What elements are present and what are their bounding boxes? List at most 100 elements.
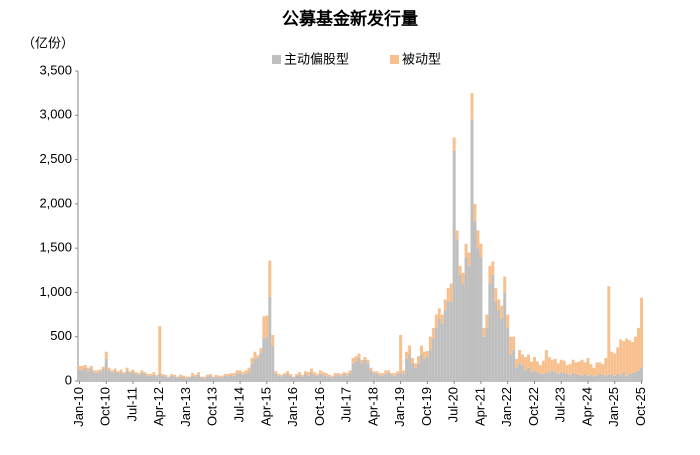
bar-segment [348,373,352,381]
bar-segment [247,367,251,373]
x-tick-label: Oct-25 [633,387,648,426]
bar-segment [357,353,361,358]
bar-segment [482,336,486,381]
bar-segment [170,373,174,376]
bar-segment [128,373,132,381]
bar-segment [568,374,572,381]
bar-segment [265,315,269,337]
bar-segment [179,374,183,377]
bar-segment [461,272,465,284]
bar-segment [265,336,269,381]
bar-segment [571,373,575,381]
bar-segment [173,376,177,381]
bar-segment [393,373,397,376]
bar-segment [366,359,370,364]
bar-segment [610,373,614,381]
bar-segment [83,367,87,381]
bar-segment [607,286,611,375]
bar-segment [152,372,156,375]
bar-segment [506,327,510,381]
bar-segment [289,373,293,376]
bar-segment [244,373,248,381]
bar-segment [116,373,120,381]
bar-segment [592,376,596,381]
bar-segment [521,365,525,381]
bar-segment [259,352,263,381]
bar-segment [188,377,191,381]
bar-segment [476,248,480,381]
bar-segment [146,375,150,381]
bar-segment [589,374,593,381]
bar-segment [414,363,417,368]
bar-segment [532,357,536,371]
bar-segment [616,347,620,374]
bar-segment [119,369,123,373]
bar-segment [399,334,403,373]
bar-segment [411,357,415,364]
bar-segment [378,373,382,375]
bar-segment [390,374,394,381]
bar-segment [607,374,611,381]
bar-segment [241,372,245,375]
bar-segment [179,376,183,381]
bar-segment [143,373,147,381]
bar-segment [342,372,346,374]
bar-segment [628,373,632,381]
bar-segment [354,361,358,381]
bar-segment [271,334,275,346]
bar-segment [384,370,388,374]
bar-segment [452,150,456,381]
bar-segment [461,283,465,381]
bar-segment [125,370,129,381]
bar-segment [324,375,328,381]
bar-segment [544,350,548,373]
bar-segment [226,376,230,381]
x-tick-label: Jul-11 [124,387,139,421]
bar-segment [146,373,150,376]
bar-segment [336,374,340,381]
bar-segment [473,203,477,222]
bar-segment [467,252,471,266]
y-tick-label: 500 [50,328,72,343]
bar-segment [107,367,111,371]
bar-segment [113,371,117,381]
bar-segment [205,374,209,377]
bar-segment [449,283,453,302]
bar-segment [89,365,93,369]
bar-segment [417,363,420,381]
bar-segment [372,373,376,381]
x-tick-label: Jul-23 [553,387,568,422]
bar-segment [134,373,138,381]
bar-segment [193,376,197,381]
bar-segment [586,357,590,376]
bar-segment [411,363,415,381]
bar-segment [199,376,203,378]
x-tick-label: Apr-24 [579,387,594,426]
bar-segment [577,374,581,381]
bar-segment [405,358,409,381]
bar-segment [277,373,281,376]
bar-segment [375,371,379,374]
x-tick-label: Jul-20 [446,387,461,422]
bar-segment [229,374,233,381]
bar-segment [158,326,162,374]
bar-segment [253,358,257,381]
bar-segment [408,345,412,355]
bar-segment [155,374,159,377]
bar-segment [137,374,141,381]
bar-segment [521,354,525,366]
y-tick-label: 3,000 [39,107,72,122]
bar-segment [419,345,423,355]
bar-segment [547,357,551,374]
bar-segment [595,375,599,381]
bar-segment [598,373,602,381]
x-tick-label: Jul-14 [232,387,247,422]
bar-segment [467,265,471,381]
bar-segment [396,373,400,381]
bar-segment [443,299,447,311]
bar-segment [538,365,542,374]
bar-segment [470,93,474,120]
bar-segment [226,373,230,377]
bar-segment [422,351,426,359]
